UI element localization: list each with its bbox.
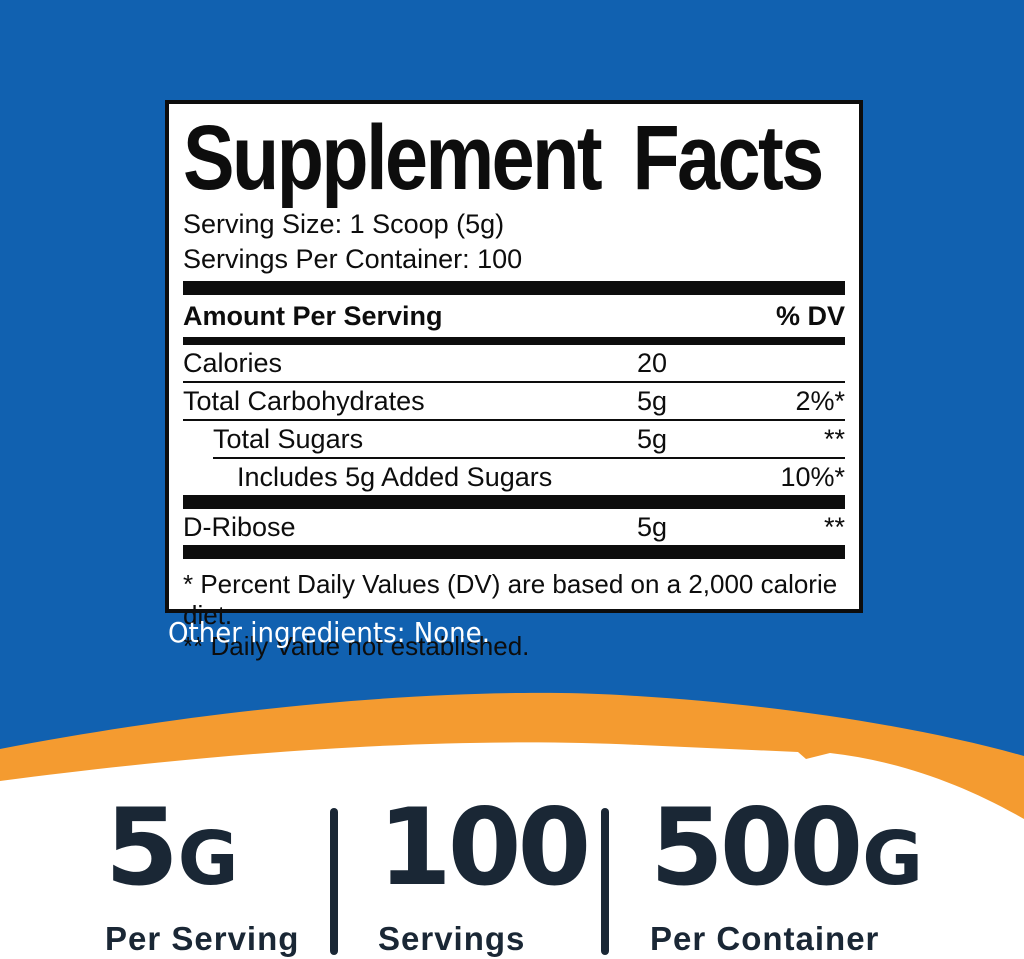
wave-white-area	[0, 742, 1024, 959]
nutrient-dv: 2%*	[795, 385, 845, 416]
stats-divider-1	[330, 808, 338, 955]
nutrient-amount: 5g	[637, 423, 668, 454]
stat-per-container: 500G Per Container	[650, 795, 924, 958]
divider-thick-middle	[183, 495, 845, 509]
nutrient-dv: **	[823, 423, 845, 454]
wave-graphic	[0, 692, 1024, 959]
divider-hairline-indented	[213, 457, 845, 459]
serving-size: Serving Size: 1 Scoop (5g)	[183, 209, 505, 239]
stat-servings-label: Servings	[378, 920, 526, 957]
divider-thick-bottom	[183, 545, 845, 559]
stat-number: 100	[378, 786, 591, 909]
nutrient-dv: 10%*	[780, 461, 845, 492]
header-percent-dv: % DV	[775, 301, 845, 331]
stat-per-container-label: Per Container	[650, 920, 880, 957]
stat-servings-value: 100	[378, 795, 591, 911]
table-row-total-sugars: Total Sugars 5g **	[183, 421, 845, 457]
footnotes: * Percent Daily Values (DV) are based on…	[183, 569, 845, 662]
table-row-d-ribose: D-Ribose 5g **	[183, 509, 845, 545]
stat-number: 5	[105, 786, 179, 909]
header-amount-per-serving: Amount Per Serving	[183, 301, 443, 331]
table-row-total-carbohydrates: Total Carbohydrates 5g 2%*	[183, 383, 845, 419]
stat-number: 500	[650, 786, 863, 909]
nutrient-name: Total Carbohydrates	[183, 385, 425, 416]
stat-per-serving-value: 5G	[105, 795, 299, 911]
stat-per-container-value: 500G	[650, 795, 924, 911]
nutrient-amount: 20	[637, 347, 668, 378]
stat-servings: 100 Servings	[378, 795, 591, 958]
nutrient-name: Calories	[183, 347, 283, 378]
nutrient-amount: 5g	[637, 511, 668, 542]
nutrient-dv: **	[823, 511, 845, 542]
table-row-calories: Calories 20	[183, 345, 845, 381]
nutrient-name: D-Ribose	[183, 511, 296, 542]
divider-medium	[183, 337, 845, 345]
footnote-not-established: ** Daily Value not established.	[183, 631, 530, 661]
stat-per-serving-label: Per Serving	[105, 920, 300, 957]
nutrient-amount: 5g	[637, 385, 668, 416]
table-header-row: Amount Per Serving % DV	[183, 295, 845, 337]
nutrient-name: Total Sugars	[213, 423, 364, 454]
panel-title: Supplement Facts	[183, 107, 824, 209]
divider-hairline	[183, 381, 845, 383]
servings-per-container: Servings Per Container: 100	[183, 244, 523, 274]
stats-divider-2	[601, 808, 609, 955]
divider-hairline	[183, 419, 845, 421]
table-row-added-sugars: Includes 5g Added Sugars 10%*	[183, 459, 845, 495]
footnote-dv: * Percent Daily Values (DV) are based on…	[183, 569, 838, 630]
nutrient-name: Includes 5g Added Sugars	[237, 461, 553, 492]
supplement-facts-panel: Supplement Facts Serving Size: 1 Scoop (…	[165, 100, 863, 661]
divider-thick-top	[183, 281, 845, 295]
stat-unit: G	[862, 816, 924, 902]
stat-unit: G	[177, 816, 239, 902]
stat-per-serving: 5G Per Serving	[105, 795, 300, 958]
other-ingredients-text: Other ingredients: None.	[168, 616, 490, 649]
